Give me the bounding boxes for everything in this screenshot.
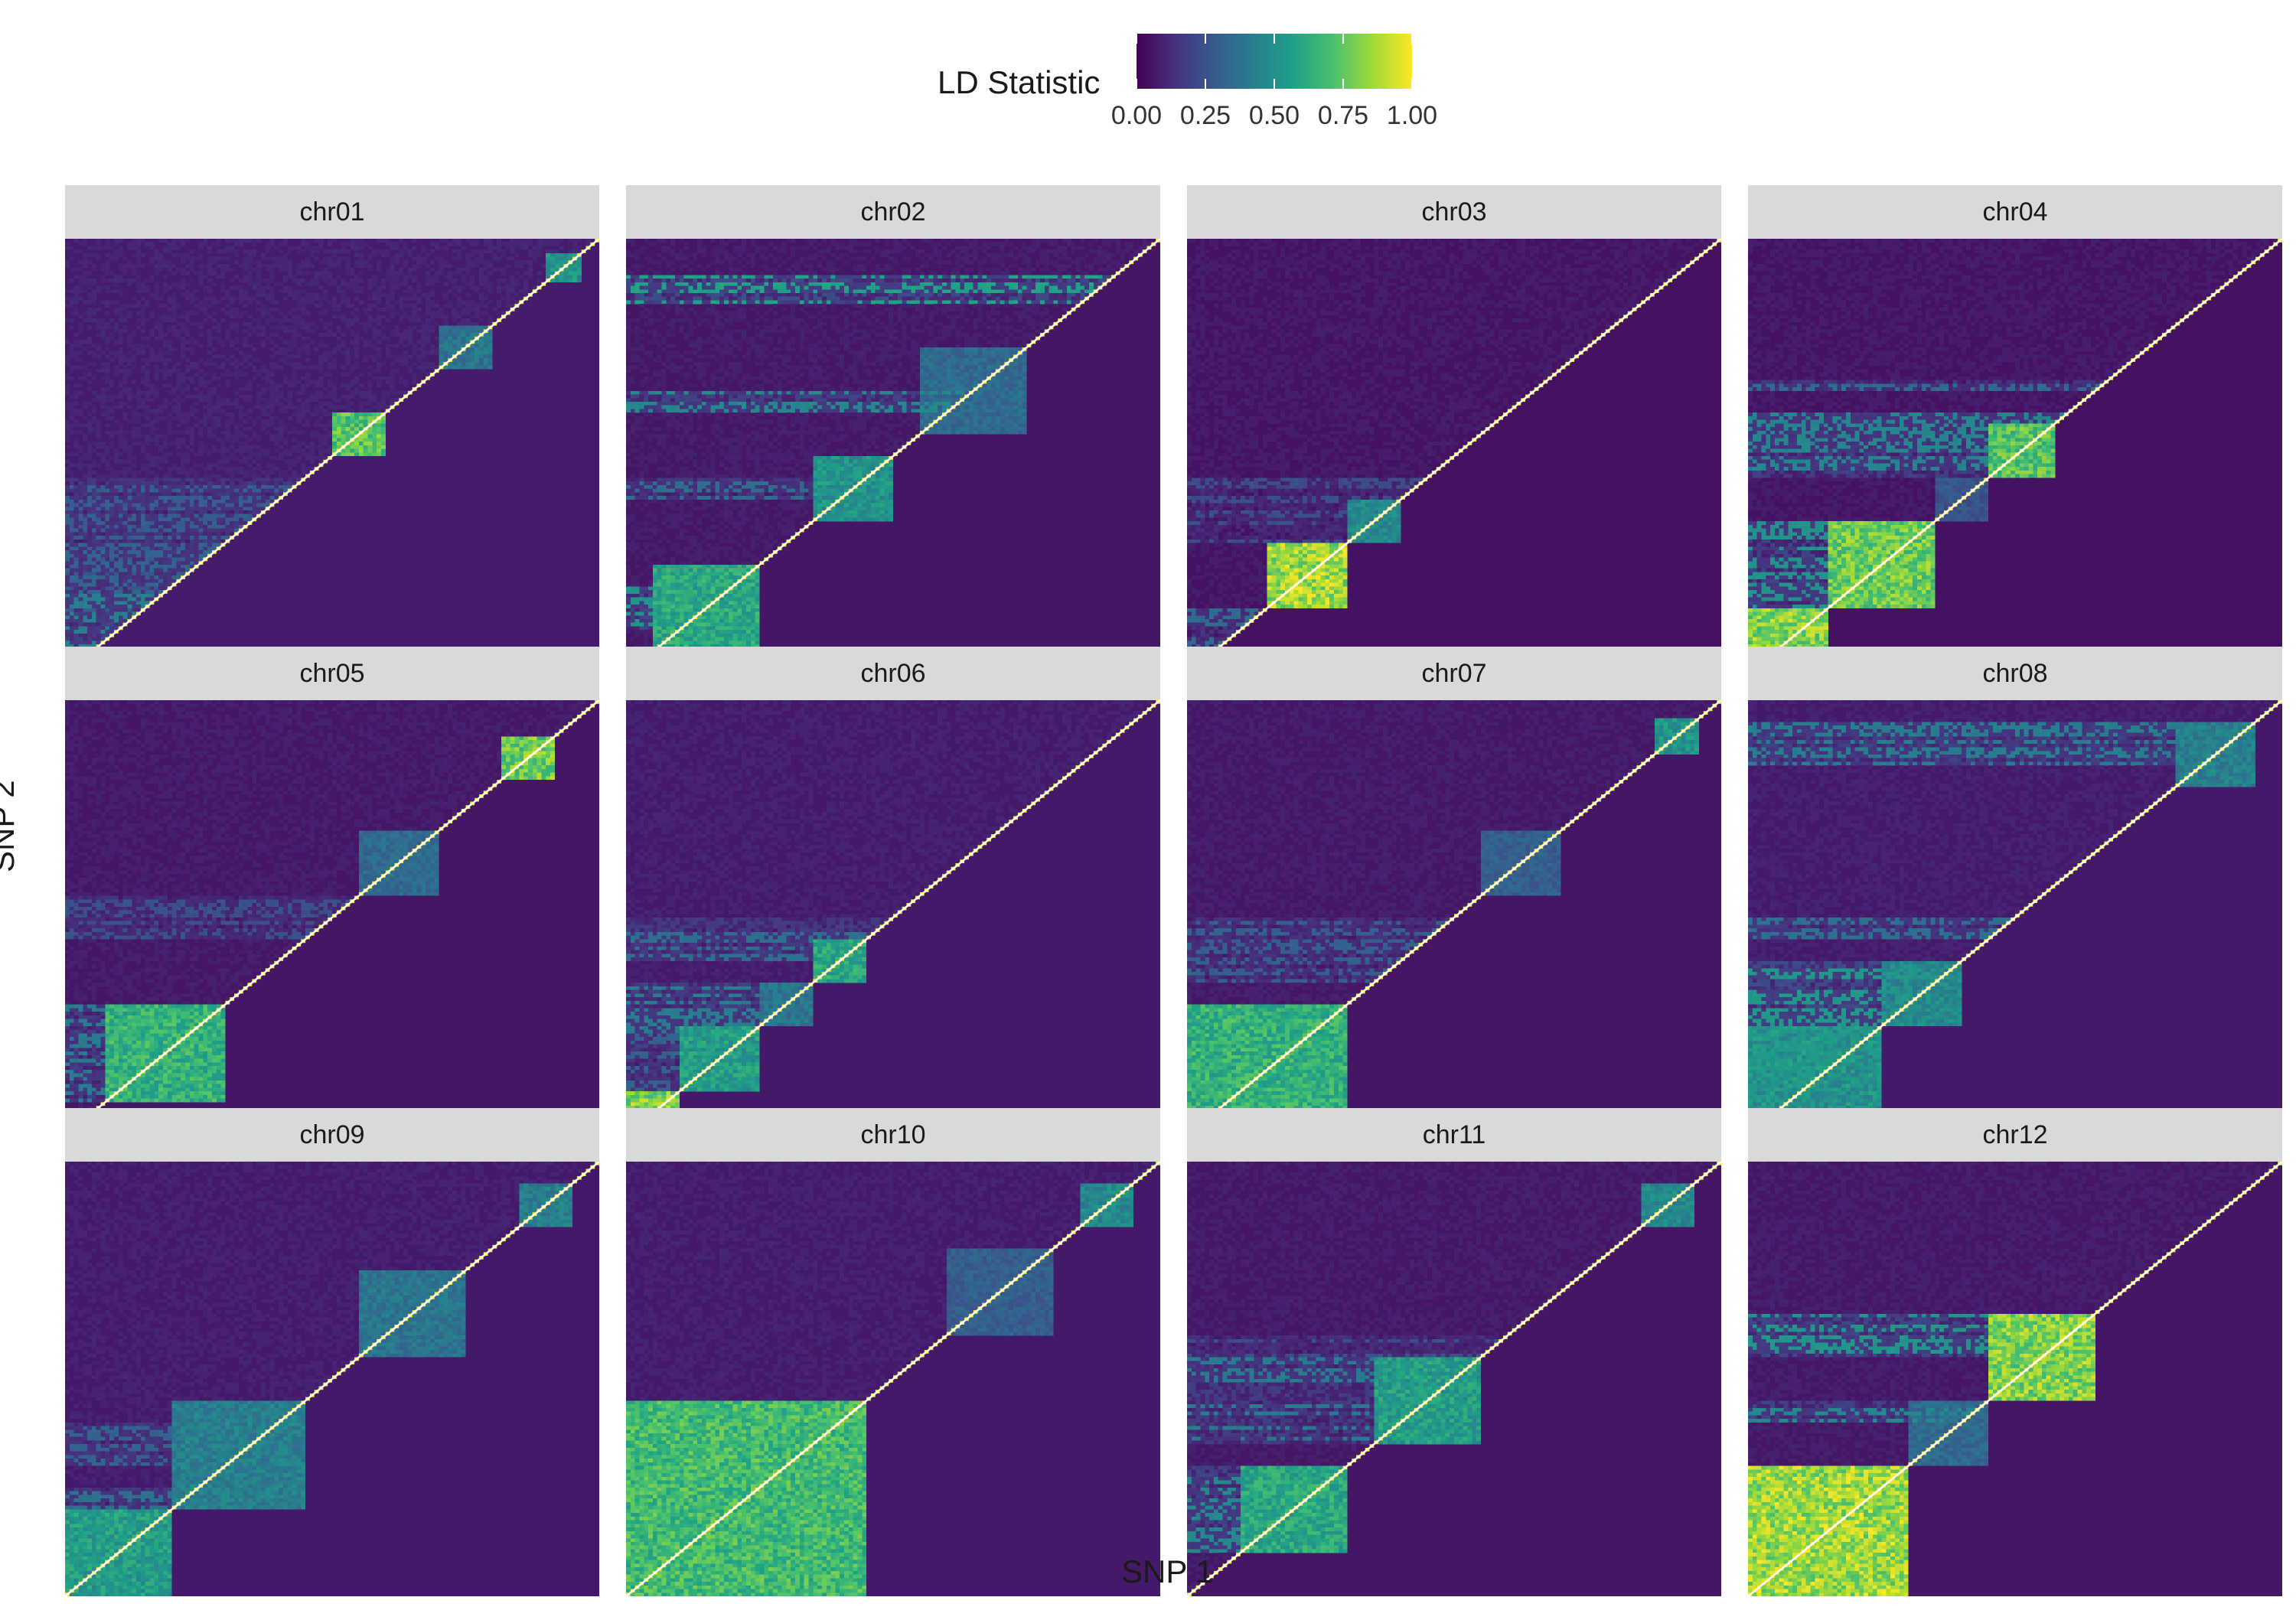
legend-tick-label: 1.00	[1387, 101, 1437, 131]
facet-strip-label: chr07	[1187, 647, 1721, 700]
ld-heatmap	[65, 239, 599, 673]
facet-strip-label: chr05	[65, 647, 599, 700]
ld-heatmap	[1187, 700, 1721, 1135]
legend-tick-mark	[1136, 34, 1137, 44]
facet-strip-label: chr12	[1748, 1108, 2282, 1162]
legend-tick-mark	[1205, 79, 1206, 89]
legend-tick-mark	[1274, 34, 1275, 44]
legend-tick-mark	[1274, 79, 1275, 89]
legend-tick-mark	[1342, 34, 1344, 44]
ld-heatmap	[1187, 1162, 1721, 1596]
ld-heatmap	[1748, 1162, 2282, 1596]
facet-panel-chr08: chr08	[1748, 647, 2282, 1135]
ld-heatmap	[65, 1162, 599, 1596]
legend-tick-mark	[1411, 34, 1413, 44]
facet-panel-chr07: chr07	[1187, 647, 1721, 1135]
facet-panel-chr03: chr03	[1187, 185, 1721, 673]
facet-panel-chr04: chr04	[1748, 185, 2282, 673]
legend-tick-mark	[1205, 34, 1206, 44]
facet-panel-chr09: chr09	[65, 1108, 599, 1596]
ld-heatmap	[1748, 239, 2282, 673]
ld-heatmap	[1748, 700, 2282, 1135]
ld-heatmap	[626, 700, 1160, 1135]
facet-strip-label: chr02	[626, 185, 1160, 239]
y-axis-label: SNP 2	[0, 780, 21, 872]
color-legend: LD Statistic 0.00 0.25 0.50 0.75 1.00	[934, 34, 1439, 141]
legend-title: LD Statistic	[938, 64, 1100, 101]
facet-strip-label: chr11	[1187, 1108, 1721, 1162]
facet-panel-chr01: chr01	[65, 185, 599, 673]
legend-tick-label: 0.25	[1180, 101, 1231, 131]
facet-strip-label: chr09	[65, 1108, 599, 1162]
legend-tick-mark	[1411, 79, 1413, 89]
ld-heatmap	[626, 239, 1160, 673]
facet-strip-label: chr06	[626, 647, 1160, 700]
facet-panel-chr11: chr11	[1187, 1108, 1721, 1596]
facet-panel-chr05: chr05	[65, 647, 599, 1135]
facet-panel-chr06: chr06	[626, 647, 1160, 1135]
legend-tick-label: 0.75	[1318, 101, 1368, 131]
legend-tick-label: 0.50	[1249, 101, 1300, 131]
facet-strip-label: chr08	[1748, 647, 2282, 700]
facet-panel-chr12: chr12	[1748, 1108, 2282, 1596]
ld-heatmap	[626, 1162, 1160, 1596]
ld-heatmap	[1187, 239, 1721, 673]
facet-panel-chr02: chr02	[626, 185, 1160, 673]
legend-tick-label: 0.00	[1111, 101, 1162, 131]
legend-tick-mark	[1342, 79, 1344, 89]
x-axis-label: SNP 1	[1121, 1553, 1214, 1590]
legend-tick-mark	[1136, 79, 1137, 89]
facet-strip-label: chr04	[1748, 185, 2282, 239]
facet-strip-label: chr01	[65, 185, 599, 239]
facet-panel-chr10: chr10	[626, 1108, 1160, 1596]
facet-strip-label: chr03	[1187, 185, 1721, 239]
ld-heatmap	[65, 700, 599, 1135]
facet-strip-label: chr10	[626, 1108, 1160, 1162]
